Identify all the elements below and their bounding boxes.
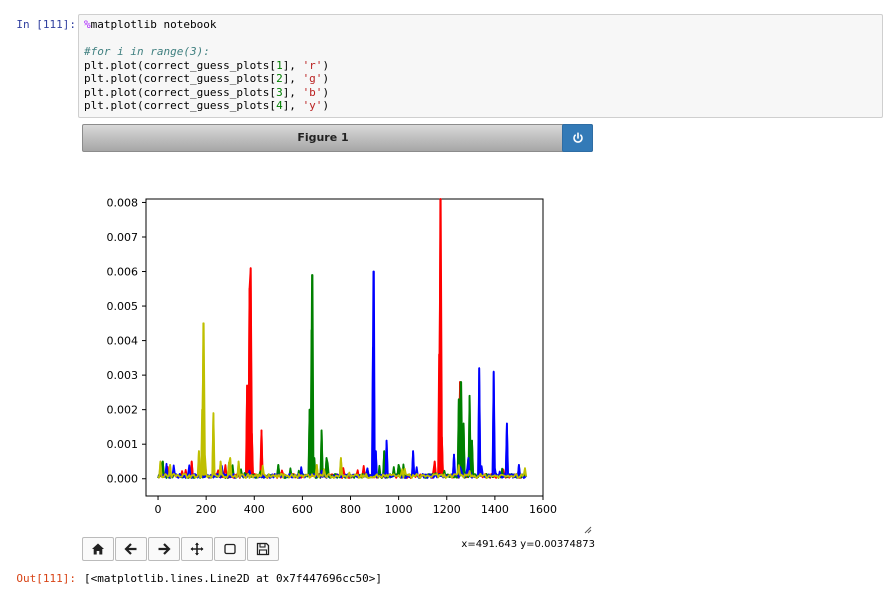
series-peak-b: [411, 450, 415, 476]
series-peak-r: [248, 267, 253, 476]
series-peak-g: [467, 394, 472, 476]
forward-button[interactable]: [148, 537, 180, 561]
series-peak-b: [505, 422, 509, 476]
save-button[interactable]: [247, 537, 279, 561]
x-tick-label: 1200: [433, 503, 461, 516]
series-peak-y: [211, 412, 216, 476]
series-peak-r: [440, 436, 444, 476]
zoom-rect-icon: [224, 543, 236, 555]
y-tick-label: 0.000: [107, 473, 139, 486]
code-line-plot-3: plt.plot(correct_guess_plots[3], 'b'): [84, 85, 330, 99]
resize-handle-icon[interactable]: [584, 526, 592, 534]
x-tick-label: 800: [340, 503, 361, 516]
series-peak-r: [259, 429, 264, 476]
series-peak-r: [432, 460, 437, 476]
series-peak-r: [438, 198, 443, 476]
series-peak-g: [310, 274, 315, 476]
series-peak-y: [236, 460, 241, 476]
back-arrow-icon: [124, 543, 137, 555]
series-peak-g: [319, 429, 324, 476]
pan-icon: [190, 542, 204, 556]
series-peak-r: [245, 384, 249, 476]
series-peak-g: [276, 463, 281, 476]
code-line-magic: %matplotlib notebook: [84, 18, 217, 31]
code-line-plot-2: plt.plot(correct_guess_plots[2], 'g'): [84, 72, 330, 85]
series-peak-y: [339, 457, 343, 476]
series-peak-b: [372, 270, 376, 476]
zoom-rect-button[interactable]: [214, 537, 246, 561]
input-prompt: In [111]:: [16, 18, 76, 31]
series-peak-g: [458, 381, 463, 476]
series-peak-y: [168, 463, 172, 476]
series-peak-r: [189, 460, 194, 476]
series-peak-g: [470, 439, 474, 476]
output-prompt: Out[111]:: [16, 572, 76, 585]
series-peak-b: [373, 450, 378, 476]
figure-canvas[interactable]: 0 200 400 600 800 1000 1200 1400 1600 0.000 0.001 0…: [82, 152, 593, 532]
code-line-blank: [84, 32, 877, 46]
y-tick-label: 0.008: [107, 196, 139, 209]
figure-toolbar: [82, 537, 280, 563]
home-icon: [92, 543, 104, 555]
cursor-coordinates: x=491.643 y=0.00374873: [461, 539, 595, 550]
code-line-plot-1: plt.plot(correct_guess_plots[1], 'r'): [84, 58, 330, 72]
series-peak-b: [477, 367, 482, 476]
series-peak-y: [218, 460, 223, 476]
series-peak-b: [466, 457, 471, 476]
series-peak-y: [228, 457, 233, 476]
y-tick-label: 0.007: [107, 231, 139, 244]
series-peak-b: [365, 467, 370, 476]
series-peak-g: [312, 457, 316, 476]
x-tick-label: 1400: [481, 503, 509, 516]
y-tick-label: 0.001: [107, 438, 139, 451]
close-figure-button[interactable]: [562, 124, 593, 152]
power-icon: [572, 132, 583, 143]
series-peak-b: [452, 453, 456, 476]
y-tick-label: 0.004: [107, 335, 139, 348]
y-tick-label: 0.005: [107, 300, 139, 313]
pan-button[interactable]: [181, 537, 213, 561]
series-peak-g: [461, 422, 466, 476]
code-line-plot-4: plt.plot(correct_guess_plots[4], 'y'): [84, 99, 330, 112]
figure-header: Figure 1: [82, 124, 593, 152]
series-peak-b: [517, 463, 521, 476]
save-icon: [256, 542, 270, 556]
y-tick-label: 0.003: [107, 369, 139, 382]
series-peak-g: [396, 463, 401, 476]
x-tick-label: 1600: [529, 503, 557, 516]
y-tick-label: 0.002: [107, 404, 139, 417]
cell-output: [<matplotlib.lines.Line2D at 0x7f447696c…: [84, 572, 383, 585]
series-peak-y: [158, 460, 163, 476]
back-button[interactable]: [115, 537, 147, 561]
figure-title: Figure 1: [297, 131, 349, 144]
forward-arrow-icon: [158, 543, 171, 555]
line-chart[interactable]: 0 200 400 600 800 1000 1200 1400 1600 0.000 0.001 0…: [82, 152, 593, 532]
code-cell[interactable]: %matplotlib notebook #for i in range(3):…: [78, 14, 883, 118]
x-tick-label: 400: [244, 503, 265, 516]
series-peak-b: [491, 370, 496, 476]
series-peak-y: [201, 322, 206, 476]
series-peak-y: [197, 450, 201, 476]
x-tick-label: 200: [196, 503, 217, 516]
series-peak-y: [202, 453, 207, 476]
series-peak-g: [161, 460, 165, 476]
code-line-comment: #for i in range(3):: [84, 45, 210, 58]
home-button[interactable]: [82, 537, 114, 561]
series-peak-b: [384, 439, 389, 476]
series-peak-y: [315, 463, 319, 476]
series-peak-g: [324, 457, 329, 476]
x-tick-label: 600: [292, 503, 313, 516]
x-tick-label: 1000: [385, 503, 413, 516]
x-tick-label: 0: [155, 503, 162, 516]
y-tick-label: 0.006: [107, 266, 139, 279]
series-peak-r: [250, 432, 254, 476]
